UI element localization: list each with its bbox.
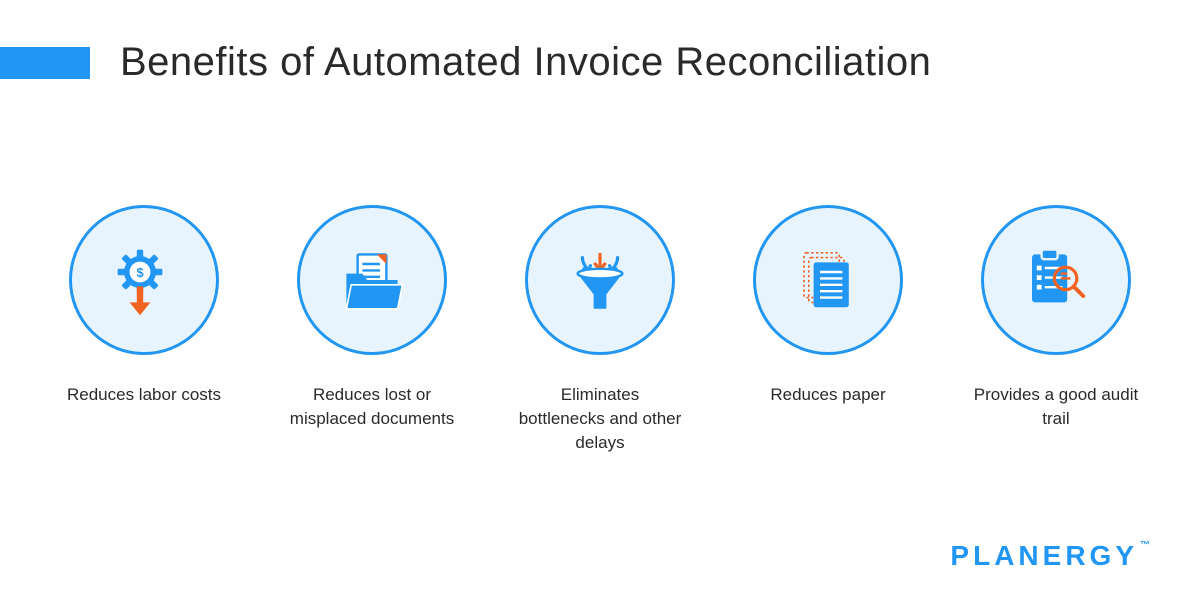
benefit-label: Provides a good audit trail bbox=[972, 383, 1140, 431]
benefit-label: Reduces labor costs bbox=[67, 383, 221, 407]
benefit-eliminates-bottlenecks: Eliminates bottlenecks and other delays bbox=[516, 205, 684, 454]
brand-logo: PLANERGY™ bbox=[950, 540, 1150, 572]
benefit-label: Eliminates bottlenecks and other delays bbox=[516, 383, 684, 454]
brand-name: PLANERGY bbox=[950, 540, 1138, 571]
funnel-arrows-icon bbox=[525, 205, 675, 355]
svg-text:$: $ bbox=[136, 265, 143, 280]
benefit-reduces-labor-costs: $ Reduces labor costs bbox=[60, 205, 228, 454]
benefit-reduces-paper: Reduces paper bbox=[744, 205, 912, 454]
benefits-row: $ Reduces labor costs Reduces lost or mi… bbox=[0, 205, 1200, 454]
title-accent-bar bbox=[0, 47, 90, 79]
folder-document-icon bbox=[297, 205, 447, 355]
brand-tm: ™ bbox=[1140, 540, 1150, 551]
page-title: Benefits of Automated Invoice Reconcilia… bbox=[120, 40, 931, 85]
benefit-reduces-lost-documents: Reduces lost or misplaced documents bbox=[288, 205, 456, 454]
benefit-label: Reduces paper bbox=[770, 383, 885, 407]
gear-dollar-down-icon: $ bbox=[69, 205, 219, 355]
benefit-audit-trail: Provides a good audit trail bbox=[972, 205, 1140, 454]
paper-stack-icon bbox=[753, 205, 903, 355]
clipboard-search-icon bbox=[981, 205, 1131, 355]
benefit-label: Reduces lost or misplaced documents bbox=[288, 383, 456, 431]
header: Benefits of Automated Invoice Reconcilia… bbox=[0, 0, 1200, 85]
